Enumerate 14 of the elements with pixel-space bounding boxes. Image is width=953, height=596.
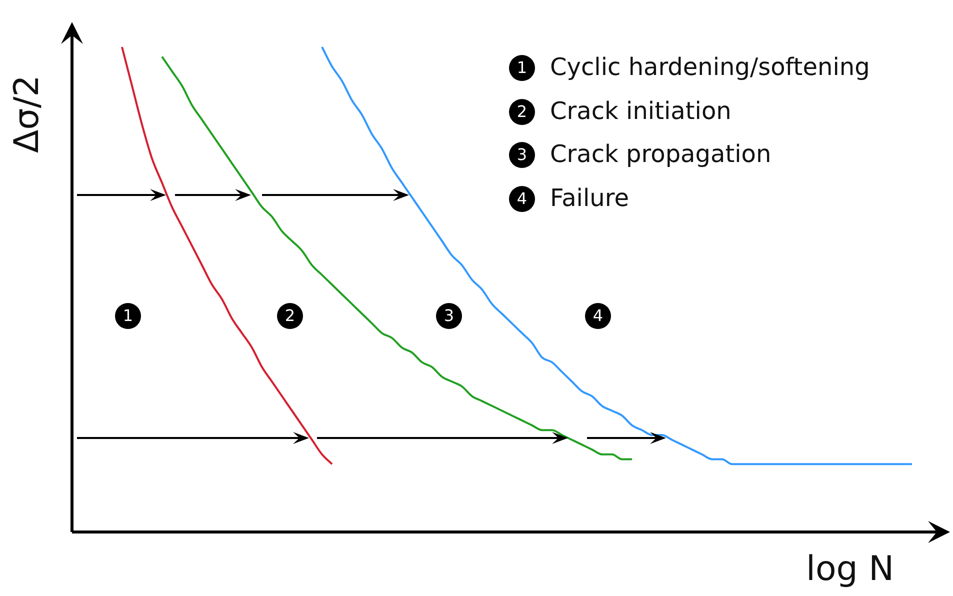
annotation: 1 — [115, 303, 141, 329]
annotation: Crack propagation — [550, 140, 772, 168]
annotation: 2 — [277, 303, 303, 329]
annotation: 4 — [585, 303, 611, 329]
x-axis-title: log N — [806, 549, 894, 589]
text: 1 — [516, 58, 528, 77]
annotation: Crack initiation — [550, 96, 732, 124]
text: 2 — [516, 102, 528, 120]
y-axis-title: Δσ/2 — [6, 75, 47, 153]
text: 4 — [516, 188, 528, 208]
annotation: Cyclic hardening/softening — [550, 53, 870, 81]
annotation: 3 — [436, 303, 462, 329]
annotation: Failure — [550, 184, 629, 212]
text: 3 — [516, 145, 528, 164]
